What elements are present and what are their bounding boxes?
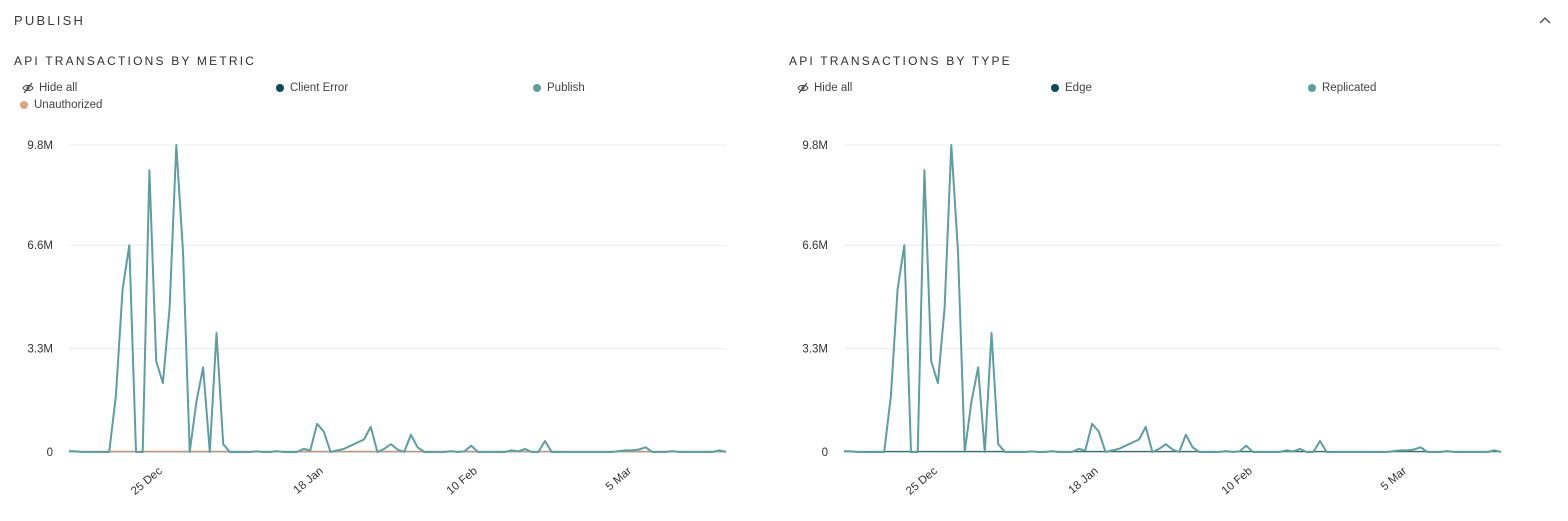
hide-all-toggle[interactable]: Hide all bbox=[22, 82, 77, 94]
legend-dot bbox=[1051, 84, 1059, 92]
y-tick-label: 6.6M bbox=[27, 240, 53, 252]
hide-all-label: Hide all bbox=[814, 82, 853, 94]
x-tick-label: 18 Jan bbox=[1067, 465, 1101, 496]
y-tick-label: 9.8M bbox=[27, 140, 53, 152]
y-tick-label: 6.6M bbox=[802, 240, 828, 252]
x-tick-label: 10 Feb bbox=[445, 465, 480, 497]
legend-dot bbox=[20, 101, 28, 109]
y-tick-label: 3.3M bbox=[27, 344, 53, 356]
hide-all-label: Hide all bbox=[39, 82, 78, 94]
legend-dot bbox=[1308, 84, 1316, 92]
metric-chart-title: API TRANSACTIONS BY METRIC bbox=[14, 54, 257, 68]
section-header: PUBLISH bbox=[14, 12, 1554, 32]
x-tick-label: 5 Mar bbox=[604, 465, 634, 493]
legend-label: Unauthorized bbox=[34, 99, 103, 111]
type-chart-legend: Hide all Edge Replicated bbox=[789, 82, 1529, 122]
type-chart-title: API TRANSACTIONS BY TYPE bbox=[789, 54, 1012, 68]
metric-chart-panel: API TRANSACTIONS BY METRIC Hide all Clie… bbox=[14, 54, 754, 514]
legend-label: Client Error bbox=[290, 82, 349, 94]
eye-slash-icon bbox=[797, 82, 809, 94]
chevron-up-icon[interactable] bbox=[1538, 14, 1552, 28]
legend-label: Replicated bbox=[1322, 82, 1377, 94]
x-tick-label: 10 Feb bbox=[1220, 465, 1255, 497]
legend-item-edge[interactable]: Edge bbox=[1051, 82, 1092, 94]
metric-chart-legend: Hide all Client Error Publish Unauthoriz… bbox=[14, 82, 754, 122]
x-tick-label: 18 Jan bbox=[292, 465, 326, 496]
section-title: PUBLISH bbox=[14, 13, 86, 28]
metric-line-chart[interactable]: 9.8M 6.6M 3.3M 0 25 Dec 18 Jan 10 Feb 5 Mar bbox=[14, 132, 754, 512]
type-chart-panel: API TRANSACTIONS BY TYPE Hide all Edge R… bbox=[789, 54, 1529, 514]
y-tick-label: 0 bbox=[822, 447, 828, 459]
legend-label: Publish bbox=[547, 82, 585, 94]
x-tick-label: 25 Dec bbox=[904, 465, 940, 498]
legend-item-replicated[interactable]: Replicated bbox=[1308, 82, 1376, 94]
y-tick-label: 3.3M bbox=[802, 344, 828, 356]
legend-item-client-error[interactable]: Client Error bbox=[276, 82, 348, 94]
legend-dot bbox=[533, 84, 541, 92]
legend-item-publish[interactable]: Publish bbox=[533, 82, 585, 94]
series-line-replicated[interactable] bbox=[843, 144, 1502, 453]
y-tick-label: 9.8M bbox=[802, 140, 828, 152]
hide-all-toggle[interactable]: Hide all bbox=[797, 82, 852, 94]
series-line-publish[interactable] bbox=[68, 144, 727, 453]
type-line-chart[interactable]: 9.8M 6.6M 3.3M 0 25 Dec 18 Jan 10 Feb 5 Mar bbox=[789, 132, 1529, 512]
legend-label: Edge bbox=[1065, 82, 1092, 94]
y-tick-label: 0 bbox=[47, 447, 53, 459]
eye-slash-icon bbox=[22, 82, 34, 94]
legend-item-unauthorized[interactable]: Unauthorized bbox=[20, 99, 102, 111]
x-tick-label: 5 Mar bbox=[1379, 465, 1409, 493]
x-tick-label: 25 Dec bbox=[129, 465, 165, 498]
legend-dot bbox=[276, 84, 284, 92]
